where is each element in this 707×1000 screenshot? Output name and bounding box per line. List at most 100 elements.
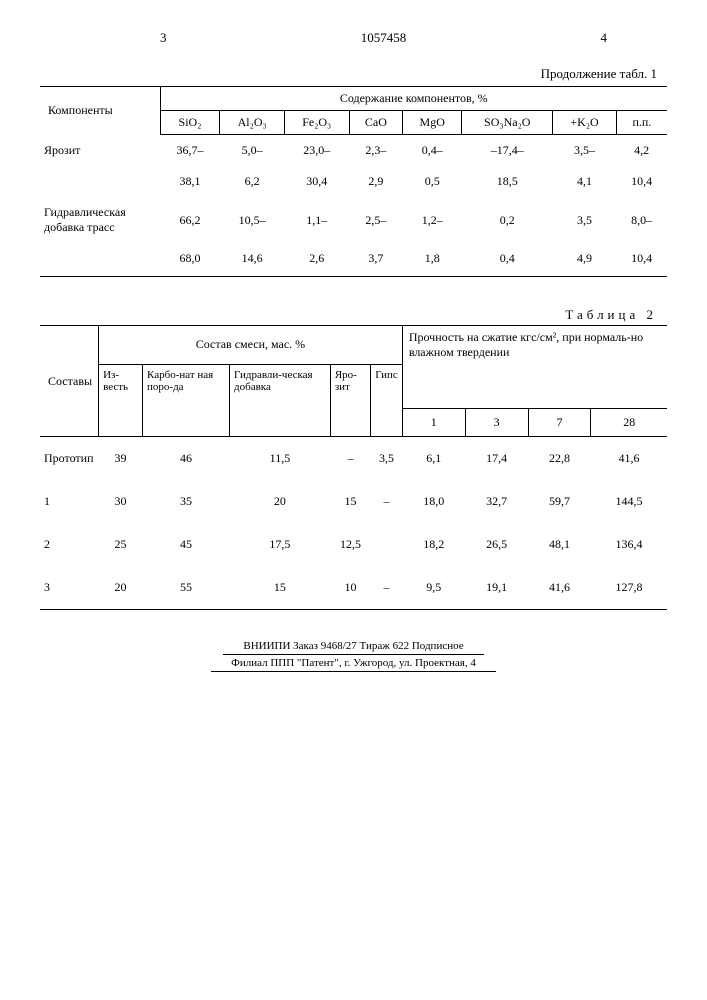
t2-mix-col-2: Гидравли-ческая добавка [230, 364, 331, 437]
t1-cell: 14,6 [220, 243, 285, 277]
t2-mix-cell: 39 [99, 437, 143, 481]
t1-cell: 10,5– [220, 197, 285, 243]
table-row: 38,16,230,42,90,518,54,110,4 [40, 166, 667, 197]
table2-title: Таблица 2 [40, 307, 657, 323]
footer-line-2: Филиал ППП "Патент", г. Ужгород, ул. Про… [211, 657, 496, 672]
t2-day-cell: 18,0 [402, 480, 465, 523]
t1-cell: 3,5– [553, 135, 616, 167]
t1-cell: –17,4– [462, 135, 553, 167]
t2-mix-cell: 15 [230, 566, 331, 610]
t1-super-header: Содержание компонентов, % [160, 87, 667, 111]
t2-day-cell: 127,8 [591, 566, 667, 610]
t1-cell: 3,7 [349, 243, 403, 277]
t2-days-spacer [402, 364, 667, 409]
table-row: 2254517,512,518,226,548,1136,4 [40, 523, 667, 566]
t2-row-label: 3 [40, 566, 99, 610]
t2-day-cell: 19,1 [465, 566, 528, 610]
t2-mix-cell: 3,5 [371, 437, 403, 481]
t1-cell: 38,1 [160, 166, 220, 197]
t2-mix-header: Состав смеси, мас. % [99, 326, 403, 365]
t2-day-cell: 136,4 [591, 523, 667, 566]
t1-cell: 0,5 [403, 166, 462, 197]
t2-day-cell: 32,7 [465, 480, 528, 523]
t1-row-label [40, 166, 160, 197]
t1-cell: 1,2– [403, 197, 462, 243]
t2-day-cell: 41,6 [591, 437, 667, 481]
t1-cell: 18,5 [462, 166, 553, 197]
t1-cell: 1,1– [284, 197, 349, 243]
t2-day-cell: 41,6 [528, 566, 591, 610]
t1-cell: 2,9 [349, 166, 403, 197]
table-row: 68,014,62,63,71,80,44,910,4 [40, 243, 667, 277]
t2-mix-cell: – [371, 566, 403, 610]
t2-day-col-2: 7 [528, 409, 591, 437]
table-row: Гидравлическая добавка трасс66,210,5–1,1… [40, 197, 667, 243]
t2-mix-col-0: Из-весть [99, 364, 143, 437]
t2-sostavy-header: Составы [40, 326, 99, 437]
t2-mix-cell: 17,5 [230, 523, 331, 566]
t2-day-cell: 22,8 [528, 437, 591, 481]
t1-cell: 30,4 [284, 166, 349, 197]
t2-mix-cell: 35 [143, 480, 230, 523]
t2-mix-col-1: Карбо-нат ная поро-да [143, 364, 230, 437]
t2-day-cell: 18,2 [402, 523, 465, 566]
t1-cell: 23,0– [284, 135, 349, 167]
t1-col-3: CaO [349, 111, 403, 135]
t2-mix-cell: 20 [99, 566, 143, 610]
footer: ВНИИПИ Заказ 9468/27 Тираж 622 Подписное… [40, 640, 667, 672]
t1-cell: 68,0 [160, 243, 220, 277]
t1-row-label [40, 243, 160, 277]
page-col-right: 4 [601, 30, 608, 46]
table-1: Компоненты Содержание компонентов, % SiO… [40, 86, 667, 277]
t2-row-label: Прототип [40, 437, 99, 481]
t1-col-4: MgO [403, 111, 462, 135]
t1-col-2: Fe₂O₃ [284, 111, 349, 135]
t2-day-cell: 144,5 [591, 480, 667, 523]
t2-row-label: 1 [40, 480, 99, 523]
t2-mix-col-3: Яро-зит [330, 364, 370, 437]
table-row: 130352015–18,032,759,7144,5 [40, 480, 667, 523]
t2-mix-cell: 45 [143, 523, 230, 566]
t2-mix-cell: 11,5 [230, 437, 331, 481]
t1-cell: 2,5– [349, 197, 403, 243]
t2-mix-cell: 12,5 [330, 523, 370, 566]
t2-strength-header: Прочность на сжатие кгс/см², при нормаль… [402, 326, 667, 365]
t1-cell: 66,2 [160, 197, 220, 243]
t1-cell: 3,5 [553, 197, 616, 243]
t2-mix-col-4: Гипс [371, 364, 403, 437]
page-header: 3 1057458 4 [160, 30, 607, 46]
t2-day-cell: 6,1 [402, 437, 465, 481]
t1-cell: 4,9 [553, 243, 616, 277]
t1-col-1: Al₂O₃ [220, 111, 285, 135]
t1-cell: 0,4 [462, 243, 553, 277]
t2-mix-cell: – [371, 480, 403, 523]
t2-row-label: 2 [40, 523, 99, 566]
table-row: 320551510–9,519,141,6127,8 [40, 566, 667, 610]
t1-cell: 0,4– [403, 135, 462, 167]
t2-day-cell: 17,4 [465, 437, 528, 481]
footer-line-1: ВНИИПИ Заказ 9468/27 Тираж 622 Подписное [223, 640, 483, 655]
t2-day-cell: 48,1 [528, 523, 591, 566]
t1-cell: 5,0– [220, 135, 285, 167]
t2-mix-cell: 25 [99, 523, 143, 566]
t1-cell: 2,6 [284, 243, 349, 277]
table-2: Составы Состав смеси, мас. % Прочность н… [40, 325, 667, 610]
t1-row-header: Компоненты [40, 87, 160, 135]
t2-mix-cell: – [330, 437, 370, 481]
t1-row-label: Ярозит [40, 135, 160, 167]
t2-mix-cell: 20 [230, 480, 331, 523]
t2-mix-cell [371, 523, 403, 566]
t2-day-cell: 59,7 [528, 480, 591, 523]
t1-cell: 2,3– [349, 135, 403, 167]
table-row: Ярозит36,7–5,0–23,0–2,3–0,4––17,4–3,5–4,… [40, 135, 667, 167]
t2-day-col-1: 3 [465, 409, 528, 437]
t1-cell: 10,4 [616, 166, 667, 197]
page-col-left: 3 [160, 30, 167, 46]
doc-number: 1057458 [361, 30, 407, 46]
t1-cell: 4,2 [616, 135, 667, 167]
t2-day-cell: 9,5 [402, 566, 465, 610]
t1-col-6: +K₂O [553, 111, 616, 135]
t2-mix-cell: 10 [330, 566, 370, 610]
t2-day-col-0: 1 [402, 409, 465, 437]
table1-continuation-label: Продолжение табл. 1 [40, 66, 657, 82]
